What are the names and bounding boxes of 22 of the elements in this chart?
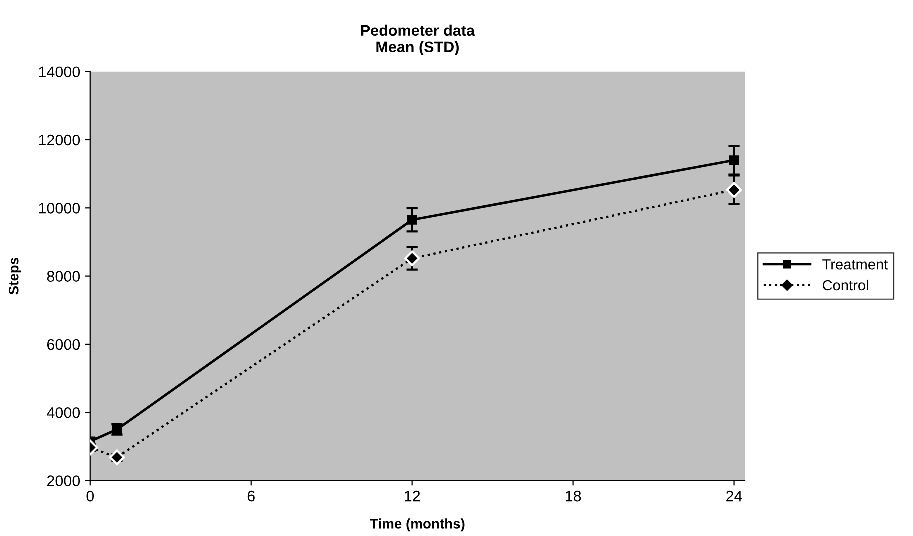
y-tick-label: 4000 bbox=[47, 408, 80, 418]
x-tick-label: 18 bbox=[566, 490, 582, 502]
y-tick-label: 6000 bbox=[47, 339, 80, 350]
point bbox=[726, 182, 742, 198]
chart-title: Pedometer data Mean (STD) bbox=[361, 24, 476, 56]
y-tick-label: 12000 bbox=[39, 134, 80, 146]
y-axis-title: Steps bbox=[8, 258, 22, 295]
y-tick-label: 8000 bbox=[47, 271, 80, 282]
x-axis-title: Time (months) bbox=[370, 518, 465, 532]
y-tick-label: 14000 bbox=[39, 66, 80, 78]
legend-label: Control bbox=[823, 280, 868, 291]
y-tick-label: 2000 bbox=[47, 476, 80, 486]
x-tick-label: 6 bbox=[248, 490, 255, 502]
point bbox=[109, 450, 126, 466]
point bbox=[729, 156, 740, 166]
x-tick-label: 12 bbox=[405, 490, 420, 502]
point bbox=[404, 250, 420, 267]
x-tick-label: 24 bbox=[726, 490, 742, 502]
x-tick-label: 0 bbox=[86, 490, 94, 502]
legend-label: Treatment bbox=[822, 260, 888, 270]
y-tick-label: 10000 bbox=[39, 203, 80, 214]
point bbox=[407, 215, 418, 225]
